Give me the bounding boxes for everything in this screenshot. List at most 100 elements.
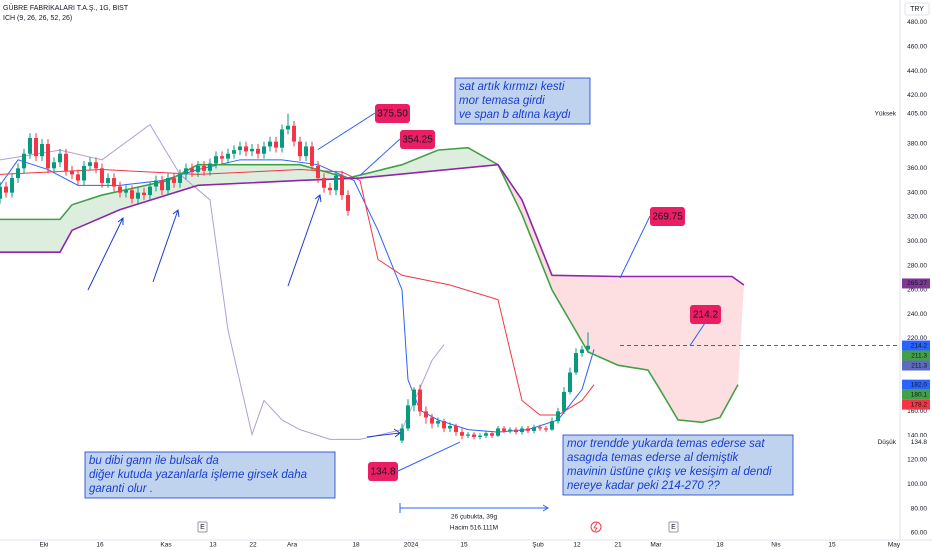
- price-label-box: [902, 379, 930, 390]
- candle-body: [460, 432, 464, 436]
- price-label-box: [902, 108, 930, 119]
- candle-body: [472, 434, 476, 437]
- candle-body: [52, 162, 56, 169]
- note-text: diğer kutuda yazanlarla işleme girsek da…: [89, 469, 307, 481]
- y-tick-label: 260.00: [907, 287, 927, 294]
- measure-tool: 26 çubukta, 39g Hacim 516.111M: [399, 503, 549, 532]
- candle-body: [82, 165, 86, 181]
- candle-body: [544, 428, 548, 430]
- candle-body: [430, 417, 434, 424]
- x-tick-label: 13: [209, 542, 217, 549]
- candle-body: [274, 141, 278, 148]
- note-box: [562, 434, 794, 496]
- candle-body: [220, 156, 224, 159]
- note-box: [454, 77, 591, 125]
- candle-body: [250, 148, 254, 152]
- candle-body: [0, 186, 2, 199]
- candle-body: [532, 427, 536, 431]
- cloud: [0, 147, 744, 423]
- symbol-title: GÜBRE FABRİKALARI T.A.Ş., 1G, BIST: [3, 3, 129, 12]
- candle-body: [520, 428, 524, 433]
- candle-body: [322, 178, 326, 188]
- note-text: bu dibi gann ile bulsak da: [89, 455, 219, 467]
- note-text: sat artık kırmızı kesti: [459, 81, 565, 93]
- x-tick-label: 21: [614, 542, 622, 549]
- note-text: nereye kadar peki 214-270 ??: [567, 480, 720, 492]
- callout-box: [650, 207, 685, 226]
- price-label: 405.00: [907, 110, 927, 117]
- candle-body: [406, 405, 410, 429]
- candle-body: [40, 144, 44, 157]
- price-label-box: [902, 340, 930, 351]
- indicator-line: [0, 163, 745, 286]
- candle-body: [58, 153, 62, 163]
- candle-body: [292, 125, 296, 142]
- candle-body: [400, 428, 404, 441]
- candle-body: [442, 421, 446, 429]
- candle-body: [226, 153, 230, 159]
- x-tick-label: Mar: [650, 542, 662, 549]
- candle-body: [418, 389, 422, 412]
- cloud-fill-up: [0, 147, 500, 253]
- candle-body: [94, 162, 98, 169]
- x-tick-label: 2024: [404, 542, 419, 549]
- candle-body: [118, 186, 122, 193]
- candle-body: [478, 435, 482, 437]
- price-label: 182.0: [911, 381, 928, 388]
- event-box: [668, 521, 679, 533]
- candle-body: [196, 165, 200, 172]
- indicator-line: [0, 146, 739, 424]
- callout-box: [368, 462, 398, 481]
- candle-body: [502, 428, 506, 431]
- x-tick-label: 12: [573, 542, 581, 549]
- price-label-box: [902, 278, 930, 289]
- candle-body: [202, 165, 206, 171]
- x-tick-label: 18: [352, 542, 360, 549]
- candle-body: [208, 163, 212, 171]
- y-tick-label: 360.00: [907, 165, 927, 172]
- candle-body: [4, 186, 8, 193]
- candles: [0, 113, 590, 444]
- dividend-icon: [593, 522, 598, 532]
- note-text: mor trendde yukarda temas ederse sat: [567, 438, 765, 450]
- y-tick-label: 100.00: [907, 481, 927, 488]
- note-text: mor temasa girdi: [459, 95, 545, 107]
- currency-box: [904, 2, 930, 16]
- indicator-line: [0, 169, 595, 416]
- price-label: 211.3: [911, 362, 927, 369]
- candle-body: [256, 148, 260, 154]
- y-tick-label: 320.00: [907, 214, 927, 221]
- y-tick-label: 140.00: [907, 432, 927, 439]
- candle-body: [526, 428, 530, 431]
- candle-body: [490, 433, 494, 436]
- callout-box: [375, 104, 410, 123]
- callout-box: [400, 130, 435, 149]
- x-tick-label: 15: [460, 542, 468, 549]
- candle-body: [424, 411, 428, 418]
- event-box: [197, 521, 208, 533]
- candle-body: [412, 389, 416, 406]
- callout-box: [690, 305, 721, 324]
- y-tick-label: 80.00: [911, 505, 928, 512]
- note-text: garanti olur .: [89, 483, 153, 495]
- y-tick-label: 440.00: [907, 68, 927, 75]
- callout-line: [689, 322, 706, 346]
- candle-body: [280, 129, 284, 148]
- note-text: ve span b altına kaydı: [459, 109, 571, 121]
- candle-body: [28, 137, 32, 154]
- candle-body: [166, 178, 170, 191]
- x-tick-label: May: [888, 542, 901, 549]
- callout-line: [359, 138, 401, 176]
- candle-body: [580, 349, 584, 354]
- price-label: 214.2: [911, 342, 928, 349]
- candle-body: [316, 165, 320, 179]
- candle-body: [34, 137, 38, 157]
- candle-body: [568, 372, 572, 392]
- price-caption: Düşük: [878, 439, 897, 446]
- callout-line: [397, 441, 461, 472]
- candle-body: [232, 150, 236, 154]
- overlay: 375.50 354.25 269.75 214.2 134.8 sat artık kı…: [84, 77, 900, 499]
- candle-body: [136, 192, 140, 199]
- candle-body: [436, 421, 440, 424]
- cloud-fill-down: [500, 167, 744, 423]
